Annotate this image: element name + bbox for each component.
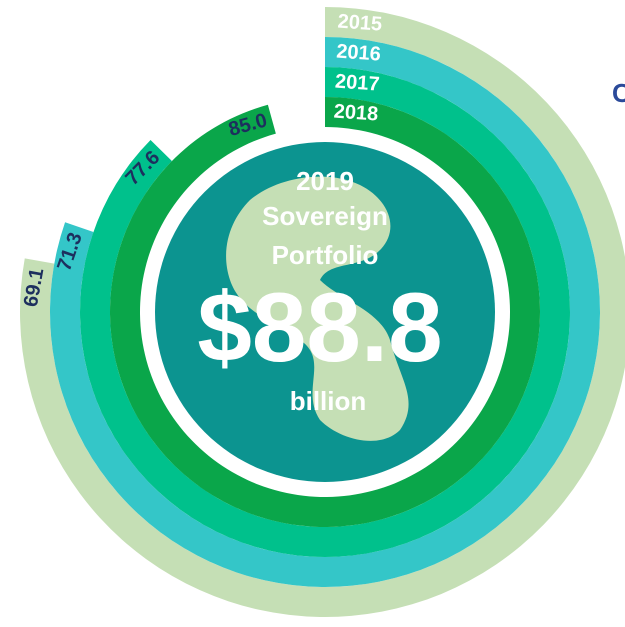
year-label: 2017 [334,71,380,96]
side-label: C [612,78,625,108]
center-year: 2019 [296,166,354,196]
unit: billion [290,386,367,416]
center-title: Portfolio [272,240,379,270]
total: $88.8 [197,272,442,382]
year-label: 2018 [333,101,379,126]
year-label: 2016 [336,41,382,66]
center-title: Sovereign [262,201,388,231]
year-label: 2015 [337,11,383,36]
globe-land [226,176,409,441]
